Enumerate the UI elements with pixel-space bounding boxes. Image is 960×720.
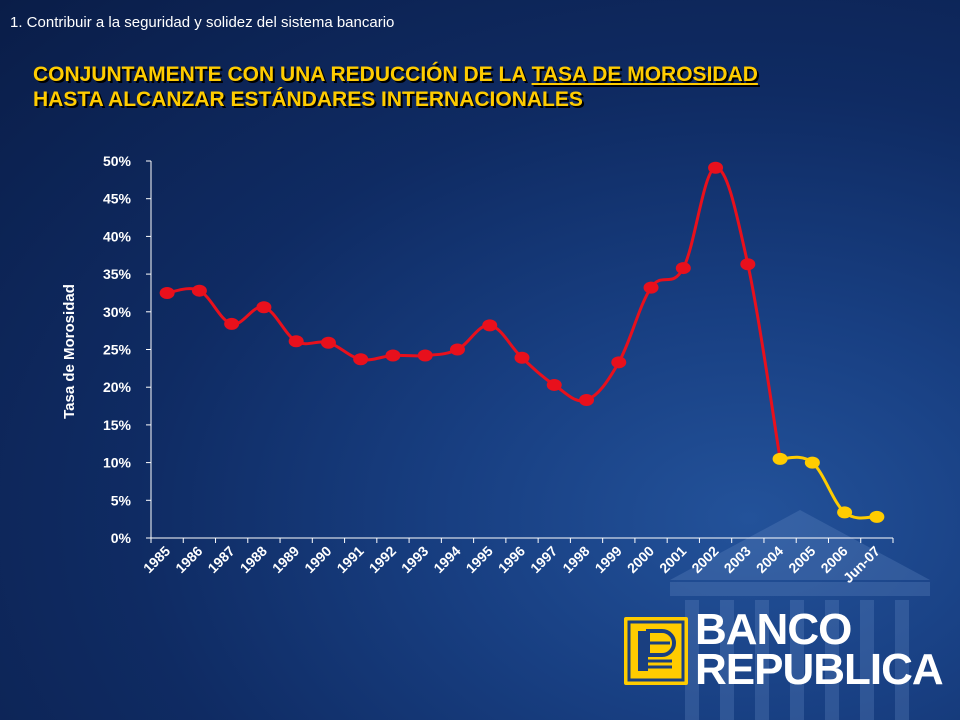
data-point [482,319,498,332]
data-point [385,349,401,362]
data-point [579,394,595,407]
y-tick-label: 30% [103,304,132,320]
x-tick-label: 2005 [785,543,818,576]
y-tick-label: 5% [111,492,132,508]
series-line-red [166,166,782,460]
x-tick-label: 2004 [753,543,786,576]
data-point [191,284,207,297]
data-point [417,349,433,362]
headline-prefix: CONJUNTAMENTE CON UNA REDUCCIÓN DE LA [33,63,532,86]
data-point [320,336,336,349]
data-point [224,317,240,330]
data-point [611,356,627,369]
x-tick-label: 1998 [559,543,592,576]
x-tick-label: 1986 [172,543,205,576]
x-tick-label: 1993 [398,543,431,576]
data-point [256,301,272,314]
x-tick-label: 1997 [527,543,560,576]
y-tick-label: 35% [103,266,132,282]
headline-underlined: TASA DE MOROSIDAD [531,63,758,86]
breadcrumb: 1. Contribuir a la seguridad y solidez d… [10,14,395,31]
data-point [546,378,562,391]
x-tick-label: 1990 [301,543,334,576]
x-tick-label: Jun-07 [840,543,883,586]
x-tick-label: 2000 [624,543,657,576]
logo-line1: BANCO [695,605,852,654]
headline-line2: HASTA ALCANZAR ESTÁNDARES INTERNACIONALE… [33,88,583,111]
data-point [643,281,659,294]
x-tick-label: 1996 [495,543,528,576]
y-tick-label: 45% [103,191,132,207]
x-tick-label: 1992 [366,543,399,576]
data-point [449,343,465,356]
data-point [159,286,175,299]
data-point [708,161,724,174]
x-tick-label: 2003 [721,543,754,576]
series-line-yellow [779,455,878,520]
x-tick-label: 1994 [430,543,463,576]
y-tick-label: 25% [103,342,132,358]
logo-wordmark: BANCO REPUBLICA [695,605,944,694]
y-tick-label: 0% [111,530,132,546]
data-point [675,262,691,275]
data-point [804,456,820,469]
y-tick-label: 50% [103,153,132,169]
y-tick-label: 40% [103,228,132,244]
x-tick-label: 1999 [592,543,625,576]
data-point [353,353,369,366]
data-point [837,506,853,519]
x-tick-label: 1985 [140,543,173,576]
x-tick-label: 1987 [204,543,237,576]
x-tick-label: 1995 [463,543,496,576]
data-point [514,351,530,364]
x-tick-label: 1988 [237,543,270,576]
y-tick-label: 15% [103,417,132,433]
logo-line2: REPUBLICA [695,645,944,694]
x-tick-label: 2002 [688,543,721,576]
y-tick-label: 10% [103,455,132,471]
y-tick-label: 20% [103,379,132,395]
x-tick-label: 2001 [656,543,689,576]
building-watermark-icon [670,510,930,720]
banco-republica-logo-icon [624,617,688,685]
data-point [869,510,885,523]
data-point [288,335,304,348]
page-title: CONJUNTAMENTE CON UNA REDUCCIÓN DE LA TA… [33,62,933,112]
x-tick-label: 1991 [333,543,366,576]
data-point [772,452,788,465]
y-axis-label: Tasa de Morosidad [61,284,78,419]
data-point [740,258,756,271]
x-tick-label: 1989 [269,543,302,576]
